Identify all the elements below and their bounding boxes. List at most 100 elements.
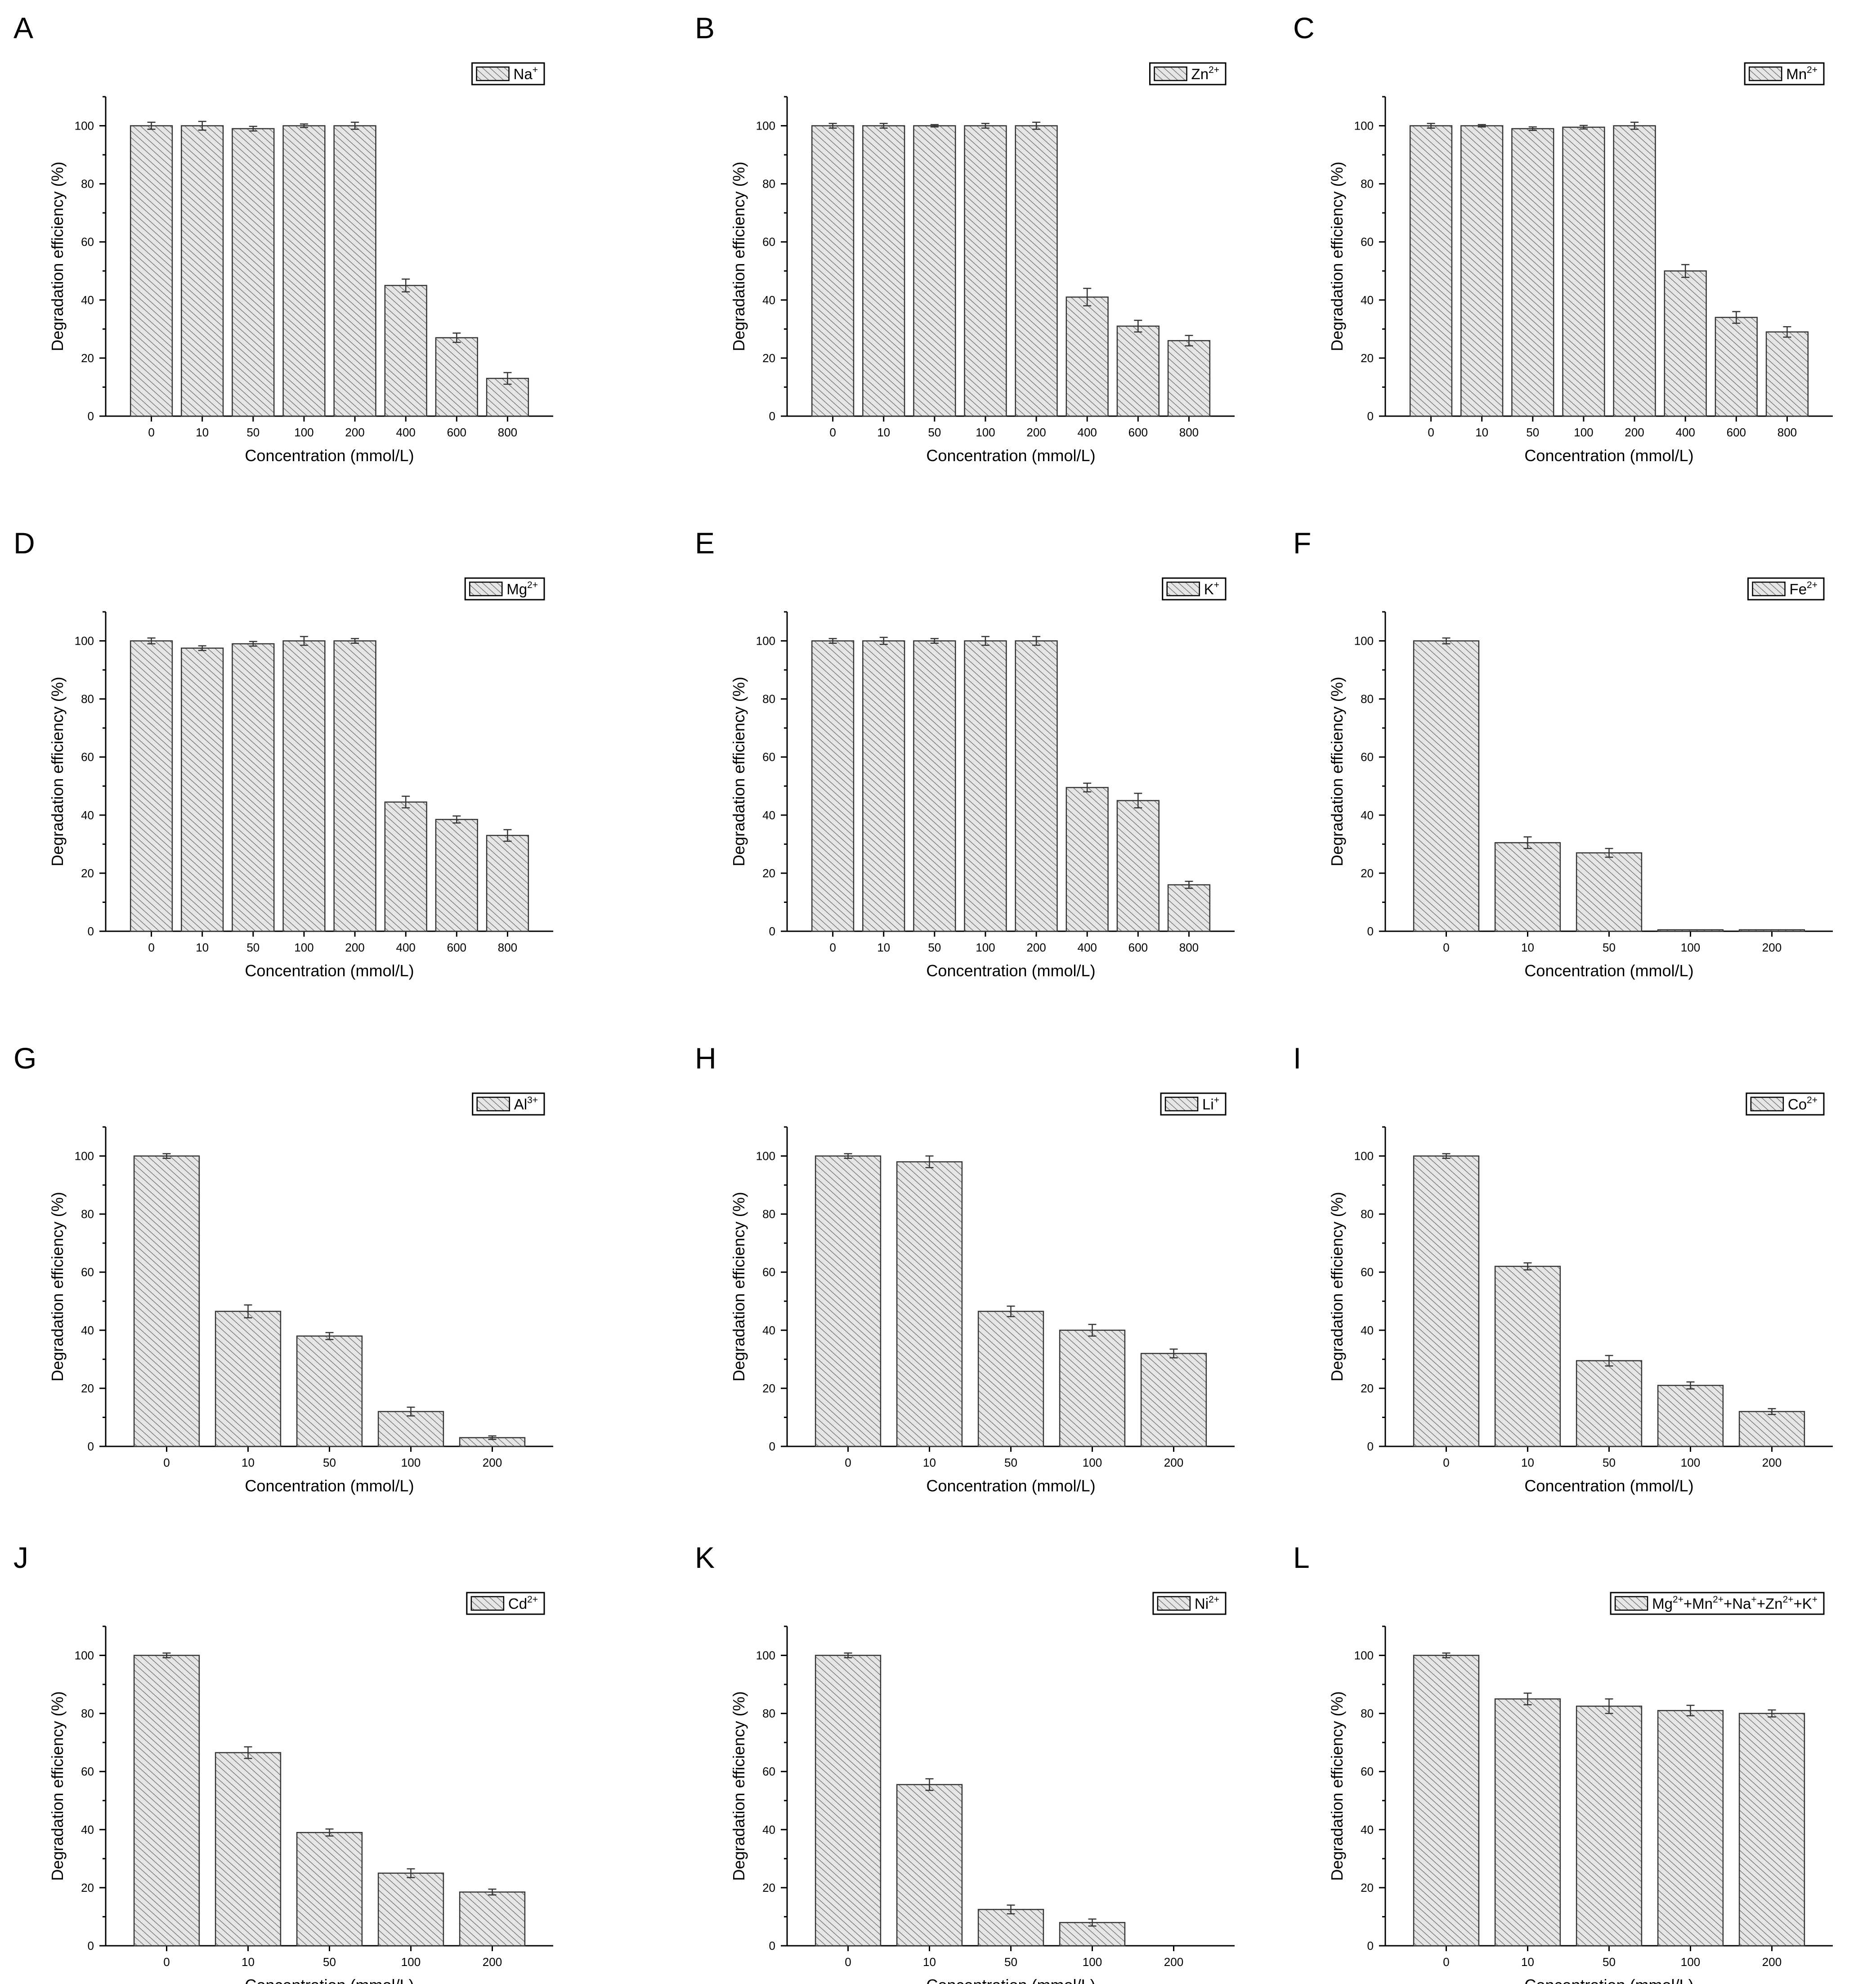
panel-j: J 0 20 40 60 80 100 0 10 50 100 200 Concentration (m… [13,1541,553,1984]
y-tick-label: 60 [81,1266,94,1279]
legend-swatch [470,1596,505,1611]
x-tick-label: 800 [1179,426,1199,439]
panel-letter: G [13,1041,36,1075]
error-bar [351,638,359,644]
error-bar [981,636,989,646]
x-tick-label: 600 [447,426,466,439]
bar [296,1335,363,1447]
bar [811,640,855,932]
bar [215,1752,282,1947]
x-axis-title: Concentration (mmol/L) [926,1477,1095,1495]
panel-letter: E [695,526,715,560]
bar [815,1155,882,1447]
bar [1066,787,1109,932]
x-tick-label: 200 [1762,941,1782,954]
x-tick-label: 400 [396,426,415,439]
error-bar [503,829,512,842]
x-tick-label: 100 [1083,1955,1102,1969]
error-bar [1579,125,1588,130]
x-tick-label: 200 [1625,426,1644,439]
x-tick-label: 50 [246,426,260,439]
y-tick-label: 20 [1361,1382,1374,1395]
bar [130,640,173,932]
bar [1167,884,1211,932]
bar [1413,1155,1480,1447]
x-tick-label: 200 [483,1456,502,1469]
error-bar [402,795,410,808]
bar [896,1161,963,1447]
bar [1765,331,1809,417]
x-tick-label: 50 [323,1456,336,1469]
y-tick-label: 0 [88,1939,94,1953]
legend: Mg2+​+Mn2+​+Na+​+Zn2+​+K+​ [1610,1592,1825,1615]
bar [215,1311,282,1447]
legend-swatch [476,66,510,81]
error-bar [1528,126,1537,131]
y-tick-label: 0 [1367,1440,1374,1453]
bar [181,647,224,932]
error-bar [1427,123,1435,129]
y-tick-label: 80 [762,1707,775,1720]
y-tick-label: 80 [1361,1207,1374,1221]
x-tick-label: 100 [401,1456,421,1469]
panel-g: G 0 20 40 60 80 100 0 10 50 100 200 Concentration (m… [13,1041,553,1495]
bar [1576,1360,1643,1447]
legend-label: Co2+​ [1788,1095,1818,1113]
y-tick-label: 80 [762,1207,775,1221]
bar [435,337,478,417]
legend: Li+​ [1160,1092,1227,1116]
x-axis-title: Concentration (mmol/L) [926,1976,1095,1984]
bar [1066,296,1109,417]
bar [977,1311,1044,1447]
bar [1715,317,1758,417]
panel-i: I 0 20 40 60 80 100 0 10 50 100 200 Concentration (m… [1293,1041,1833,1495]
bar [1413,640,1480,932]
error-bar [1523,1692,1532,1706]
y-tick-label: 0 [88,409,94,423]
x-tick-label: 400 [1077,941,1097,954]
y-tick-label: 100 [756,1149,775,1163]
error-bar [925,1778,934,1791]
bar [282,125,326,417]
bar [232,643,275,932]
y-tick-label: 60 [762,235,775,249]
bar [1738,1713,1805,1947]
x-axis-title: Concentration (mmol/L) [245,446,414,465]
x-tick-label: 50 [928,941,941,954]
error-bar [351,121,359,130]
error-bar [1681,264,1690,278]
y-tick-label: 100 [756,119,775,133]
error-bar [198,121,206,131]
error-bar [300,123,308,128]
bar [1059,1329,1126,1447]
x-axis-title: Concentration (mmol/L) [1524,961,1693,980]
legend-swatch [1154,66,1187,81]
y-tick-label: 80 [762,692,775,706]
error-bar [1185,335,1193,347]
x-tick-label: 0 [845,1955,851,1969]
legend: Zn2+​ [1149,62,1227,85]
error-bar [488,1888,497,1896]
x-tick-label: 600 [1128,941,1148,954]
x-tick-label: 200 [1762,1456,1782,1469]
y-tick-label: 20 [1361,351,1374,365]
x-tick-label: 600 [1128,426,1148,439]
bar [1116,800,1160,932]
y-axis-title: Degradation efficiency (%) [48,162,67,351]
bar [232,128,275,417]
x-tick-label: 0 [1443,1456,1449,1469]
y-tick-label: 20 [81,866,94,880]
x-tick-label: 100 [1574,426,1593,439]
y-tick-label: 40 [1361,808,1374,822]
y-tick-label: 80 [81,1707,94,1720]
y-tick-label: 40 [762,1823,775,1836]
x-axis-title: Concentration (mmol/L) [1524,1477,1693,1495]
panel-a: A 0 20 40 60 80 100 0 10 50 100 200 400 600 800 Concent… [13,11,553,465]
y-tick-label: 40 [1361,1823,1374,1836]
y-axis-title: Degradation efficiency (%) [1328,677,1346,866]
x-tick-label: 10 [877,941,890,954]
error-bar [925,1155,934,1168]
panel-c: C 0 20 40 60 80 100 0 10 50 100 200 400 600 800 Concent… [1293,11,1833,465]
x-tick-label: 600 [447,941,466,954]
